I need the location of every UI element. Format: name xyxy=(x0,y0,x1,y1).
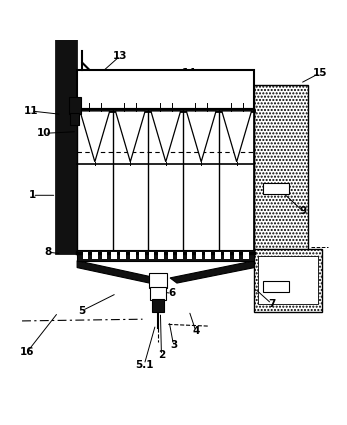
Text: 8: 8 xyxy=(44,247,51,257)
Bar xyxy=(263,183,289,193)
Bar xyxy=(77,250,254,261)
Bar xyxy=(254,249,322,312)
Bar xyxy=(234,252,239,259)
Polygon shape xyxy=(77,261,156,283)
Bar xyxy=(150,273,167,288)
Text: 11: 11 xyxy=(23,106,38,116)
Text: 1: 1 xyxy=(29,190,36,200)
Text: 15: 15 xyxy=(313,68,327,78)
Bar xyxy=(102,252,107,259)
Polygon shape xyxy=(151,111,181,162)
Bar xyxy=(196,252,202,259)
Text: 9: 9 xyxy=(299,206,306,216)
Bar xyxy=(111,252,117,259)
Bar xyxy=(152,299,164,312)
Polygon shape xyxy=(186,111,216,162)
Bar xyxy=(68,97,81,114)
Polygon shape xyxy=(116,111,145,162)
Bar xyxy=(69,113,79,125)
Text: 10: 10 xyxy=(37,128,52,138)
Text: 14: 14 xyxy=(182,68,196,78)
Bar xyxy=(258,255,318,304)
Bar xyxy=(254,85,308,252)
Bar xyxy=(158,252,164,259)
Bar xyxy=(77,109,254,252)
Text: 4: 4 xyxy=(192,326,200,336)
Bar xyxy=(77,70,254,109)
Text: 2: 2 xyxy=(158,350,165,360)
Text: 7: 7 xyxy=(268,299,275,309)
Bar xyxy=(149,252,154,259)
Bar xyxy=(205,252,211,259)
Bar xyxy=(139,252,145,259)
Text: 6: 6 xyxy=(168,289,175,298)
Bar xyxy=(177,252,183,259)
Text: 3: 3 xyxy=(170,340,177,350)
Bar xyxy=(120,252,126,259)
Text: 12: 12 xyxy=(98,79,112,88)
Bar xyxy=(151,286,166,300)
Polygon shape xyxy=(222,111,252,162)
Bar xyxy=(55,0,77,254)
Bar xyxy=(224,252,230,259)
Bar xyxy=(83,252,88,259)
Bar xyxy=(243,252,249,259)
Text: 5: 5 xyxy=(79,306,86,316)
Text: 16: 16 xyxy=(20,347,34,357)
Polygon shape xyxy=(80,111,110,162)
Polygon shape xyxy=(170,261,254,283)
Bar xyxy=(168,252,173,259)
Bar xyxy=(263,281,289,292)
Text: 5.1: 5.1 xyxy=(135,360,153,370)
Bar xyxy=(187,252,192,259)
Bar xyxy=(130,252,136,259)
Bar xyxy=(215,252,221,259)
Bar xyxy=(92,252,98,259)
Text: 13: 13 xyxy=(113,51,127,61)
